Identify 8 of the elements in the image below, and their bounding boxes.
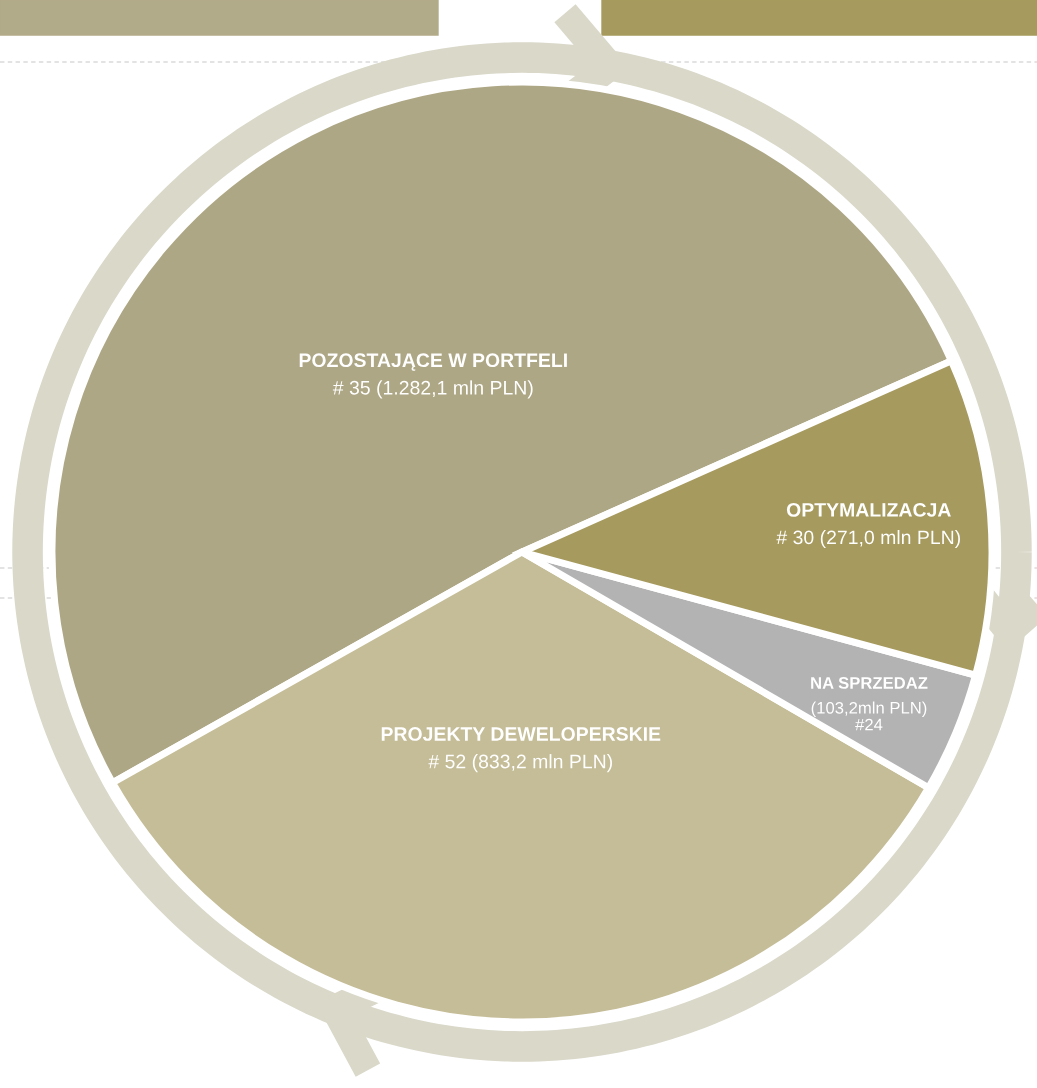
- slice-label: NA SPRZEDAZ: [811, 677, 928, 689]
- slice-label: OPTYMALIZACJA: [786, 502, 951, 517]
- data-label: # 30 (271,0 mln PLN): [776, 529, 960, 549]
- data-label: # 35 (1.282,1 mln PLN): [332, 380, 533, 399]
- data-label: (103,2mln PLN) #24: [811, 701, 927, 731]
- data-label: # 52 (833,2 mln PLN): [428, 754, 612, 773]
- slice-label: PROJEKTY DEWELOPERSKIE: [381, 727, 661, 741]
- slice-label: POZOSTAJĄCE W PORTFELI: [299, 353, 567, 371]
